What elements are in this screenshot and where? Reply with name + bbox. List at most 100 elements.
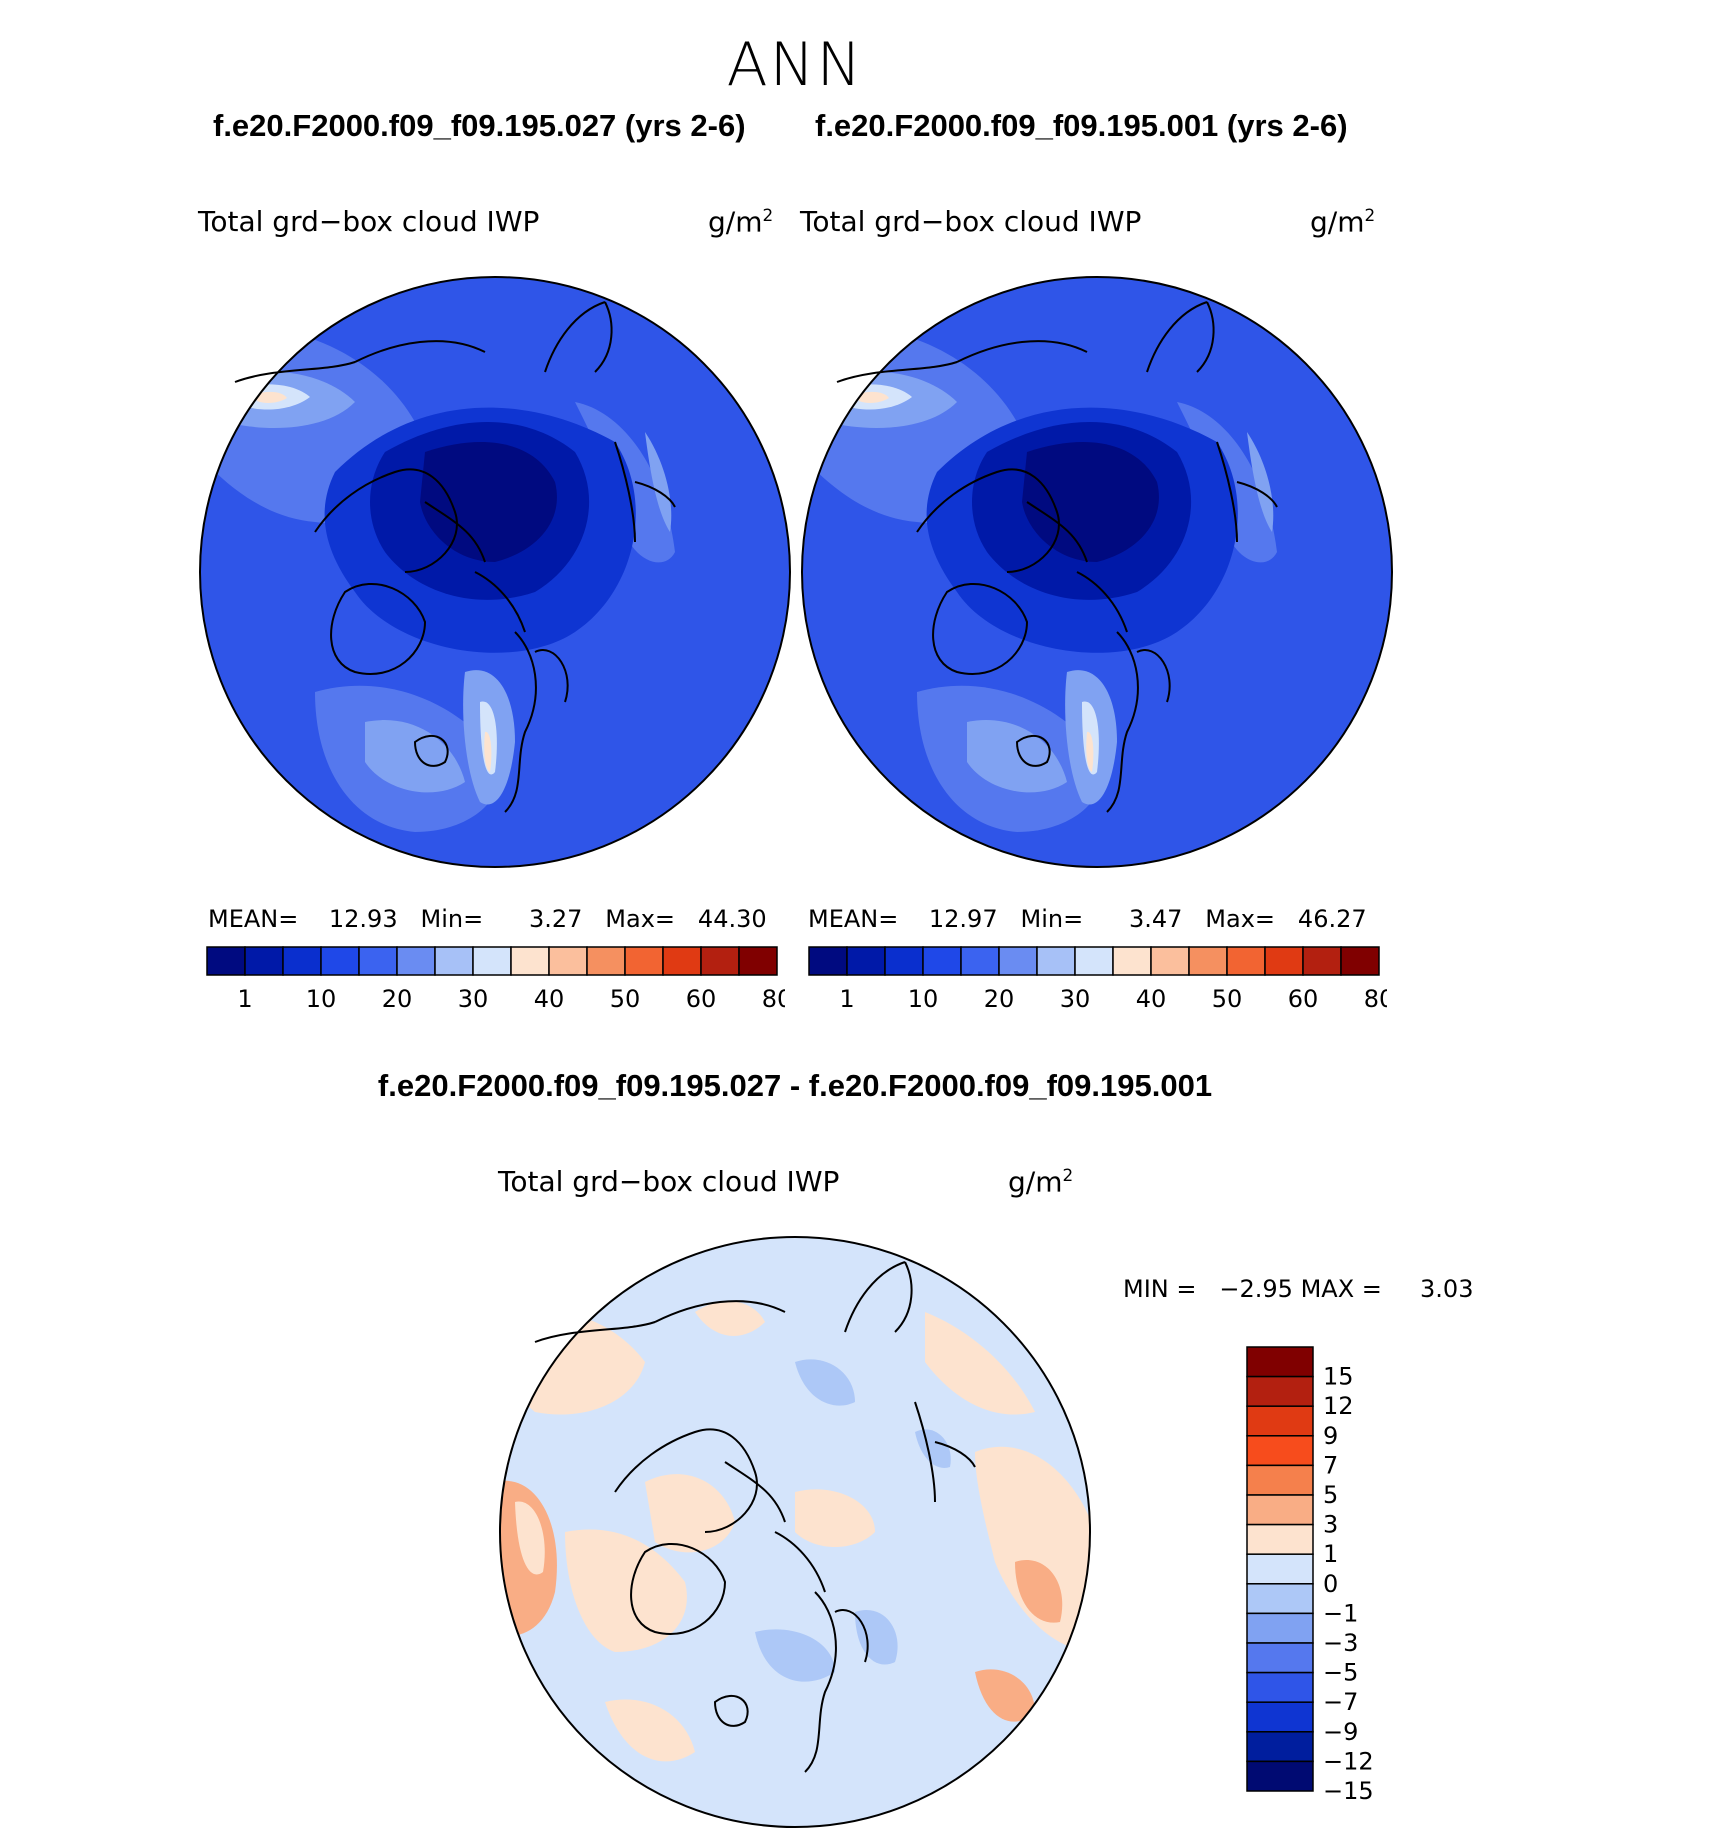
colorbar-swatch	[1246, 1375, 1314, 1407]
mean-label: MEAN=	[808, 905, 899, 933]
colorbar-swatch	[1036, 946, 1076, 976]
diff-field	[500, 1237, 1090, 1827]
colorbar-swatch	[206, 946, 246, 976]
colorbar-swatch	[700, 946, 740, 976]
colorbar-tick-label: 50	[610, 985, 641, 1013]
colorbar-swatch	[1246, 1494, 1314, 1526]
colorbar-swatch	[998, 946, 1038, 976]
colorbar-tick-label: 12	[1323, 1392, 1354, 1420]
colorbar-swatch	[846, 946, 886, 976]
colorbar-tick-label: 1	[237, 985, 252, 1013]
stats-left: MEAN= 12.93 Min= 3.27 Max= 44.30	[208, 905, 767, 933]
min-label: Min=	[1020, 905, 1084, 933]
colorbar-tick-label: 20	[382, 985, 413, 1013]
colorbar-swatch	[1246, 1671, 1314, 1703]
colorbar-swatch	[434, 946, 474, 976]
colorbar-swatch	[1112, 946, 1152, 976]
colorbar-tick-label: 60	[686, 985, 717, 1013]
colorbar-swatch	[808, 946, 848, 976]
coastlines-right	[836, 301, 1278, 813]
colorbar-tick-label: −5	[1323, 1659, 1358, 1687]
colorbar-tick-label: 40	[1136, 985, 1167, 1013]
case-title-left: f.e20.F2000.f09_f09.195.027 (yrs 2-6)	[213, 108, 746, 143]
map-panel-left	[199, 276, 791, 868]
iwp-field-left	[200, 277, 790, 867]
colorbar-tick-label: −1	[1323, 1599, 1358, 1627]
max-value: 3.03	[1420, 1275, 1474, 1303]
colorbar-swatch	[586, 946, 626, 976]
colorbar-tick-label: 50	[1212, 985, 1243, 1013]
coastlines-left	[234, 301, 676, 813]
colorbar-swatch	[472, 946, 512, 976]
map-boundary-left	[199, 276, 791, 868]
max-value: 46.27	[1297, 905, 1367, 933]
colorbar-swatch	[884, 946, 924, 976]
colorbar-tick-label: 20	[984, 985, 1015, 1013]
map-panel-right	[801, 276, 1393, 868]
colorbar-swatch	[1246, 1553, 1314, 1585]
colorbar-tick-label: 1	[1323, 1540, 1338, 1568]
case-title-right: f.e20.F2000.f09_f09.195.001 (yrs 2-6)	[815, 108, 1348, 143]
max-label: Max=	[605, 905, 676, 933]
colorbar-tick-label: 7	[1323, 1451, 1338, 1479]
min-value: 3.47	[1128, 905, 1183, 933]
colorbar-swatch	[1246, 1583, 1314, 1615]
colorbar-swatch	[1150, 946, 1190, 976]
stats-diff: MIN = −2.95 MAX = 3.03	[1123, 1275, 1473, 1303]
colorbar-tick-label: 10	[306, 985, 337, 1013]
max-value: 44.30	[697, 905, 767, 933]
colorbar-swatch	[1264, 946, 1304, 976]
colorbar-tick-label: −3	[1323, 1629, 1358, 1657]
colorbar-tick-label: −12	[1323, 1747, 1374, 1775]
max-label: MAX =	[1300, 1275, 1382, 1303]
colorbar-swatch	[282, 946, 322, 976]
colorbar-left: 1 10 20 30 40 50 60 80	[206, 946, 785, 1013]
colorbar-tick-label: 3	[1323, 1511, 1338, 1539]
colorbar-right: 1 10 20 30 40 50 60 80	[808, 946, 1387, 1013]
colorbar-tick-label: 9	[1323, 1422, 1338, 1450]
variable-label-left: Total grd−box cloud IWP	[198, 205, 540, 238]
variable-label-right: Total grd−box cloud IWP	[800, 205, 1142, 238]
colorbar-tick-label: 15	[1323, 1363, 1354, 1391]
colorbar-swatch	[396, 946, 436, 976]
colorbar-tick-label: 0	[1323, 1570, 1338, 1598]
colorbar-tick-label: 10	[908, 985, 939, 1013]
map-boundary-diff	[499, 1236, 1091, 1828]
min-value: −2.95	[1219, 1275, 1293, 1303]
colorbar-tick-label: 80	[1364, 985, 1387, 1013]
colorbar-swatch	[1246, 1731, 1314, 1763]
colorbar-tick-label: 1	[839, 985, 854, 1013]
min-label: MIN =	[1123, 1275, 1197, 1303]
colorbar-swatch	[1226, 946, 1266, 976]
colorbar-swatch	[1246, 1760, 1314, 1792]
colorbar-tick-label: 80	[762, 985, 785, 1013]
colorbar-tick-label: 30	[1060, 985, 1091, 1013]
colorbar-swatch	[358, 946, 398, 976]
colorbar-swatch	[548, 946, 588, 976]
season-title: ANN	[726, 30, 864, 100]
colorbar-swatch	[922, 946, 962, 976]
colorbar-swatch	[1302, 946, 1342, 976]
units-label-diff: g/m2	[1008, 1165, 1074, 1199]
colorbar-swatch	[960, 946, 1000, 976]
colorbar-swatch	[1246, 1346, 1314, 1378]
mean-label: MEAN=	[208, 905, 299, 933]
iwp-field-right	[802, 277, 1392, 867]
min-label: Min=	[420, 905, 484, 933]
colorbar-swatch	[1074, 946, 1114, 976]
colorbar-swatch	[1246, 1464, 1314, 1496]
min-value: 3.27	[528, 905, 583, 933]
colorbar-swatch	[1188, 946, 1228, 976]
colorbar-tick-label: 60	[1288, 985, 1319, 1013]
colorbar-tick-label: −15	[1323, 1777, 1374, 1805]
units-label-left: g/m2	[708, 205, 774, 239]
colorbar-swatch	[738, 946, 778, 976]
colorbar-swatch	[510, 946, 550, 976]
max-label: Max=	[1205, 905, 1276, 933]
difference-title: f.e20.F2000.f09_f09.195.027 - f.e20.F200…	[377, 1068, 1213, 1103]
colorbar-swatch	[1246, 1435, 1314, 1467]
units-label-right: g/m2	[1310, 205, 1376, 239]
colorbar-swatch	[1246, 1701, 1314, 1733]
colorbar-swatch	[1246, 1612, 1314, 1644]
